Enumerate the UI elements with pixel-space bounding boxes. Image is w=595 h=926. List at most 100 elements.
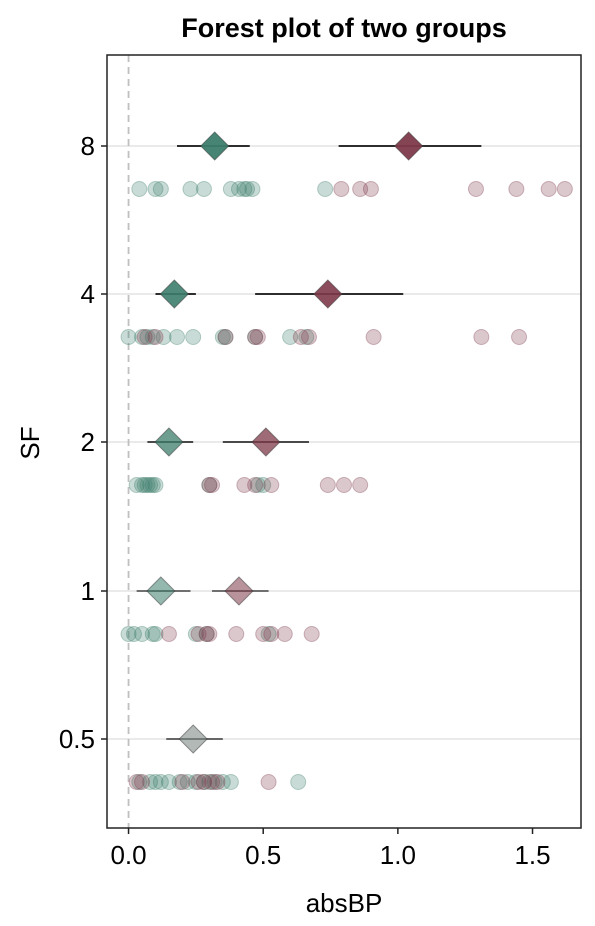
data-point-b <box>352 181 369 197</box>
x-tick-label: 0.5 <box>245 840 281 870</box>
data-point-b <box>352 477 369 493</box>
data-point-a <box>155 329 172 345</box>
data-point-b <box>236 477 253 493</box>
data-point-a <box>187 626 204 642</box>
y-tick-label: 1 <box>81 576 95 606</box>
data-point-a <box>222 181 239 197</box>
y-tick-label: 2 <box>81 427 95 457</box>
data-point-a <box>160 774 177 790</box>
y-tick-label: 4 <box>81 279 95 309</box>
data-point-b <box>508 181 525 197</box>
data-point-a <box>171 774 188 790</box>
data-point-b <box>292 329 309 345</box>
data-point-b <box>362 181 379 197</box>
data-point-a <box>131 181 148 197</box>
data-point-b <box>204 477 221 493</box>
data-point-a <box>298 329 315 345</box>
data-point-b <box>204 774 221 790</box>
estimate-diamond-pooled <box>178 724 208 754</box>
data-point-a <box>125 626 142 642</box>
estimate-diamond-a <box>200 131 230 161</box>
data-point-a <box>185 329 202 345</box>
data-point-b <box>228 626 245 642</box>
data-point-a <box>236 181 253 197</box>
data-point-a <box>147 477 164 493</box>
data-point-a <box>147 626 164 642</box>
data-point-b <box>190 774 207 790</box>
data-point-b <box>473 329 490 345</box>
data-point-a <box>247 329 264 345</box>
data-point-a <box>128 477 145 493</box>
data-point-a <box>282 329 299 345</box>
data-point-b <box>247 329 264 345</box>
estimate-diamond-a <box>154 427 184 457</box>
data-point-a <box>131 774 148 790</box>
data-point-a <box>206 774 223 790</box>
data-point-a <box>136 477 153 493</box>
data-point-b <box>174 774 191 790</box>
data-point-b <box>263 477 280 493</box>
data-point-a <box>230 181 247 197</box>
data-point-a <box>290 774 307 790</box>
x-tick-label: 1.5 <box>514 840 550 870</box>
data-point-b <box>263 626 280 642</box>
data-point-a <box>142 774 159 790</box>
data-point-a <box>169 329 186 345</box>
data-point-a <box>144 626 161 642</box>
data-point-b <box>303 626 320 642</box>
data-point-a <box>198 626 215 642</box>
data-point-a <box>182 181 199 197</box>
data-point-a <box>214 329 231 345</box>
data-point-a <box>120 329 137 345</box>
estimate-diamond-b <box>313 279 343 309</box>
x-tick-label: 0.0 <box>110 840 146 870</box>
data-point-a <box>134 626 151 642</box>
data-point-a <box>139 477 156 493</box>
y-tick-label: 8 <box>81 131 95 161</box>
data-point-b <box>249 329 266 345</box>
y-tick-label: 0.5 <box>59 724 95 754</box>
data-point-a <box>317 181 334 197</box>
data-point-a <box>152 774 169 790</box>
data-point-a <box>142 477 159 493</box>
data-point-b <box>217 329 234 345</box>
data-point-b <box>195 774 212 790</box>
data-point-a <box>179 774 196 790</box>
x-axis-label: absBP <box>306 888 383 918</box>
data-point-b <box>136 329 153 345</box>
y-axis-label: SF <box>15 426 45 459</box>
data-point-b <box>365 329 382 345</box>
data-point-b <box>198 626 215 642</box>
data-point-b <box>201 477 218 493</box>
data-point-a <box>260 626 277 642</box>
data-point-b <box>556 181 573 197</box>
data-point-a <box>255 477 272 493</box>
data-point-b <box>467 181 484 197</box>
data-point-a <box>239 181 256 197</box>
estimate-diamond-b <box>393 131 424 161</box>
data-point-a <box>144 329 161 345</box>
data-point-b <box>276 626 293 642</box>
data-point-a <box>134 329 151 345</box>
data-point-b <box>336 477 352 493</box>
data-point-a <box>147 181 164 197</box>
data-point-a <box>139 329 156 345</box>
estimate-diamond-a <box>146 576 176 606</box>
data-point-a <box>195 181 212 197</box>
estimate-diamond-b <box>251 427 281 457</box>
estimate-diamond-a <box>159 279 190 309</box>
data-point-a <box>249 477 266 493</box>
data-point-b <box>190 626 207 642</box>
data-point-a <box>147 774 164 790</box>
data-point-a <box>144 477 161 493</box>
estimate-diamond-b <box>224 576 254 606</box>
data-point-a <box>222 774 239 790</box>
data-point-b <box>333 181 350 197</box>
data-point-a <box>187 774 204 790</box>
data-point-b <box>247 477 264 493</box>
data-point-a <box>244 181 261 197</box>
chart-title: Forest plot of two groups <box>181 13 506 43</box>
x-tick-label: 1.0 <box>380 840 416 870</box>
